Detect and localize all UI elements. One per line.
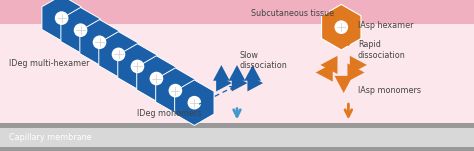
Ellipse shape [55, 11, 68, 25]
Polygon shape [228, 65, 246, 81]
Polygon shape [347, 63, 365, 82]
Ellipse shape [150, 72, 163, 85]
Ellipse shape [93, 35, 106, 49]
Bar [0, 0, 474, 24]
Ellipse shape [188, 96, 201, 109]
Ellipse shape [335, 20, 348, 34]
Text: IAsp monomers: IAsp monomers [358, 86, 421, 95]
Polygon shape [118, 44, 157, 89]
Text: IAsp hexamer: IAsp hexamer [358, 21, 413, 30]
Ellipse shape [131, 60, 144, 73]
Polygon shape [232, 75, 247, 91]
Text: Rapid
dissociation: Rapid dissociation [358, 40, 406, 59]
Polygon shape [213, 65, 230, 81]
Bar [0, 126, 474, 147]
Text: Slow
dissociation: Slow dissociation [239, 51, 287, 70]
Polygon shape [335, 76, 353, 93]
Polygon shape [320, 56, 337, 74]
Bar [0, 123, 474, 151]
Polygon shape [244, 65, 261, 81]
Text: Subcutaneous tissue: Subcutaneous tissue [251, 9, 334, 18]
Text: IDeg multi-hexamer: IDeg multi-hexamer [9, 59, 90, 68]
Polygon shape [137, 56, 176, 101]
Polygon shape [350, 56, 367, 74]
Ellipse shape [112, 48, 125, 61]
Text: IDeg monomers: IDeg monomers [137, 109, 201, 118]
Ellipse shape [74, 23, 87, 37]
Bar [0, 147, 474, 151]
Polygon shape [80, 19, 119, 65]
Polygon shape [174, 80, 214, 125]
Polygon shape [61, 7, 100, 53]
Polygon shape [155, 68, 195, 113]
Polygon shape [247, 75, 263, 91]
Ellipse shape [169, 84, 182, 97]
Polygon shape [42, 0, 82, 41]
Polygon shape [321, 4, 361, 50]
Polygon shape [99, 32, 138, 77]
Polygon shape [216, 75, 232, 91]
Polygon shape [316, 63, 333, 82]
Bar [0, 123, 474, 128]
Text: Capillary membrane: Capillary membrane [9, 133, 92, 142]
